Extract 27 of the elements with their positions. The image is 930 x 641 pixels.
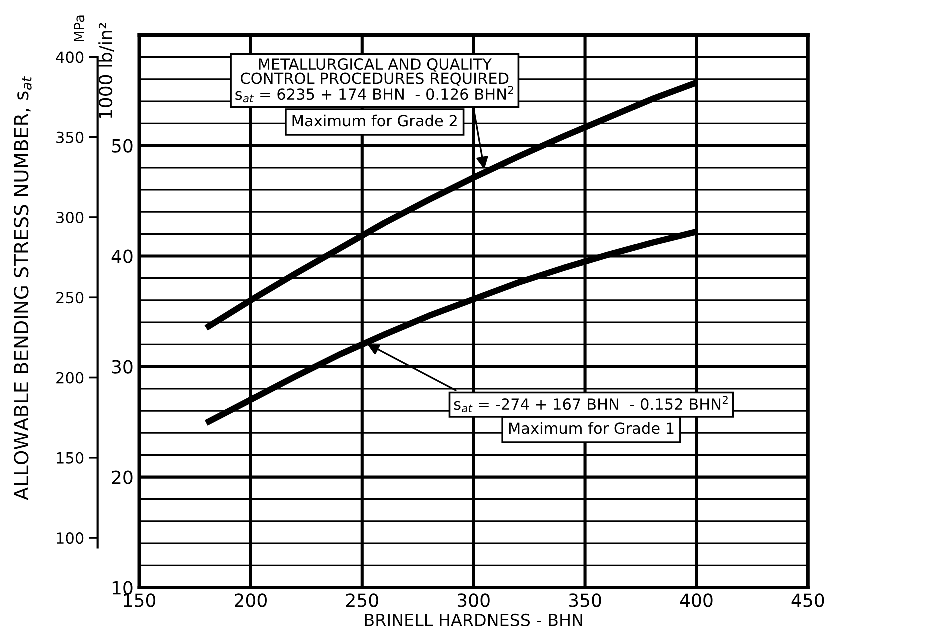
x-tick-label: 350 — [569, 594, 602, 608]
y2-tick-label: 400 — [56, 52, 84, 64]
text: Maximum for Grade 1 — [509, 422, 674, 434]
y2-tick-label: 100 — [57, 532, 84, 544]
annotation: s$_{at}$ = -274 + 167 BHN - 0.152 BHN$^{2}$ — [454, 396, 728, 413]
x-tick-label: 300 — [458, 594, 490, 608]
x-axis-title: BRINELL HARDNESS - BHN — [365, 614, 582, 627]
y2-tick-label: 200 — [56, 372, 84, 384]
y-tick-label: 20 — [112, 470, 133, 484]
x-tick-label: 450 — [792, 594, 824, 608]
text: ALLOWABLE BENDING STRESS NUMBER, s$_{at}$ — [14, 76, 32, 500]
y2-axis-title: MPa — [74, 16, 85, 42]
y2-tick-label: 300 — [56, 212, 84, 224]
y2-tick-label: 350 — [56, 132, 84, 144]
y-tick-label: 50 — [112, 139, 133, 153]
x-tick-label: 400 — [680, 594, 713, 608]
x-tick-label: 250 — [346, 594, 378, 608]
y-tick-label: 10 — [112, 581, 133, 595]
y-axis-title: 1000 lb/in² — [98, 23, 114, 118]
y2-tick-label: 250 — [56, 292, 84, 304]
x-tick-label: 150 — [124, 594, 156, 608]
y2-tick-label: 150 — [57, 452, 84, 464]
x-tick-label: 200 — [235, 594, 267, 608]
y-tick-label: 40 — [112, 250, 133, 264]
text: Maximum for Grade 2 — [292, 114, 457, 127]
annotation: METALLURGICAL AND QUALITY CONTROL PROCEDURES REQUIRED s$_{at}$ = 6235 + 174 BHN - 0.126 BHN$^{2}$ — [236, 58, 514, 103]
y-tick-label: 30 — [112, 360, 133, 374]
